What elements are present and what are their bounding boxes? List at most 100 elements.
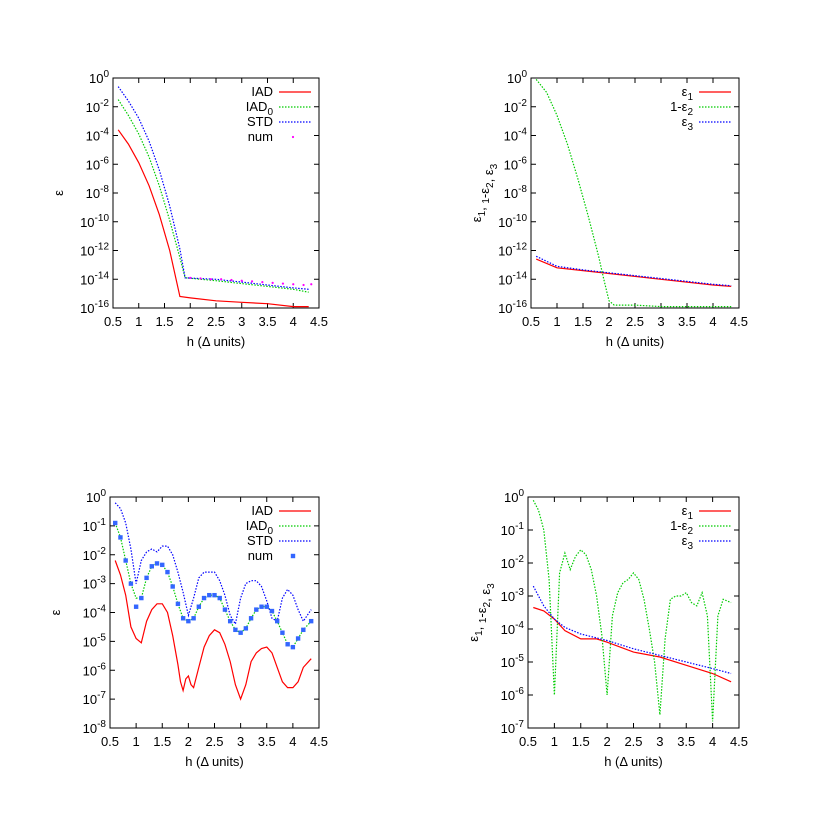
- x-tick-label: 2.5: [207, 314, 225, 329]
- x-tick-label: 4.5: [730, 314, 748, 329]
- y-tick-label: 10-6: [504, 155, 528, 172]
- x-tick-label: 1.5: [574, 314, 592, 329]
- data-point-num: [189, 276, 192, 279]
- x-tick-label: 3: [656, 734, 663, 749]
- y-tick-label: 10-14: [498, 270, 527, 287]
- data-point-num: [254, 607, 259, 612]
- data-point-num: [113, 520, 118, 526]
- data-point-num: [180, 616, 186, 621]
- y-tick-label: 100: [504, 488, 524, 505]
- data-point-num: [209, 278, 212, 281]
- data-point-num: [280, 630, 285, 635]
- legend-label: ε3: [682, 114, 694, 133]
- y-tick-label: 10-6: [86, 155, 110, 172]
- data-point-num: [186, 618, 191, 624]
- data-point-num: [310, 283, 313, 286]
- data-point-num: [295, 636, 301, 641]
- legend-marker: [291, 135, 295, 139]
- y-tick-label: 10-4: [504, 127, 528, 144]
- data-point-num: [250, 280, 254, 283]
- data-point-num: [285, 642, 290, 647]
- x-axis-label: h (Δ units): [187, 334, 246, 349]
- x-tick-label: 4.5: [730, 734, 748, 749]
- y-tick-label: 100: [507, 69, 527, 86]
- data-point-num: [139, 595, 144, 601]
- x-tick-label: 4.5: [310, 734, 328, 749]
- x-tick-label: 1.5: [153, 734, 171, 749]
- data-point-num: [290, 644, 296, 650]
- data-point-num: [243, 626, 249, 631]
- data-point-num: [118, 535, 123, 540]
- chart-2: 0.5 1 1.5 2 2.5 3 3.5 4 4.5 100 10-2 10-4 10-6 10-8 10…: [469, 69, 748, 349]
- data-point-num: [170, 584, 175, 589]
- data-point-num: [275, 618, 280, 624]
- x-tick-label: 0.5: [101, 734, 119, 749]
- x-tick-label: 2.5: [626, 314, 644, 329]
- legend-label: ε1: [682, 503, 694, 522]
- data-point-num: [281, 282, 285, 285]
- y-axis-label: ε: [51, 190, 66, 196]
- x-tick-label: 1.5: [155, 314, 173, 329]
- data-point-num: [201, 595, 207, 601]
- legend-label: IAD: [251, 503, 273, 518]
- x-tick-label: 1: [133, 734, 140, 749]
- data-point-num: [227, 618, 233, 624]
- legend-label: IAD0: [246, 99, 274, 118]
- chart-3: 0.5 1 1.5 2 2.5 3 3.5 4 4.5 100 10-1 10-2 10-3 10-4 10…: [48, 488, 328, 769]
- y-tick-label: 10-1: [83, 517, 107, 534]
- plot-frame: [109, 496, 320, 729]
- y-tick-label: 10-2: [501, 554, 525, 571]
- y-tick-label: 10-8: [86, 184, 110, 201]
- y-tick-label: 10-10: [80, 213, 109, 230]
- legend-label: num: [248, 548, 273, 563]
- series-line: [532, 585, 732, 675]
- x-tick-label: 2: [604, 734, 611, 749]
- x-axis-label: h (Δ units): [185, 754, 244, 769]
- x-tick-label: 1.5: [572, 734, 590, 749]
- x-tick-label: 3.5: [258, 314, 276, 329]
- data-point-num: [292, 283, 295, 286]
- x-tick-label: 1: [551, 734, 558, 749]
- data-point-num: [261, 281, 264, 284]
- legend-marker: [290, 553, 296, 559]
- data-point-num: [269, 608, 275, 614]
- chart-1: 0.5 1 1.5 2 2.5 3 3.5 4 4.5 100 10-2 10-4 10-6 10-8 10…: [51, 69, 328, 349]
- data-point-num: [238, 630, 243, 635]
- y-tick-label: 10-12: [80, 242, 109, 259]
- data-point-num: [196, 604, 202, 609]
- data-point-num: [301, 627, 306, 633]
- data-point-num: [154, 561, 160, 566]
- y-tick-label: 10-4: [501, 620, 525, 637]
- series-line: [114, 560, 312, 701]
- y-tick-label: 10-5: [501, 653, 525, 670]
- series-line: [114, 502, 312, 626]
- x-tick-label: 4: [709, 314, 716, 329]
- x-tick-label: 2: [605, 314, 612, 329]
- y-axis-label: ε: [48, 609, 63, 615]
- y-tick-label: 10-2: [504, 98, 528, 115]
- y-tick-label: 10-4: [86, 127, 110, 144]
- series-line: [117, 129, 309, 308]
- x-tick-label: 2: [185, 734, 192, 749]
- x-tick-label: 3: [238, 314, 245, 329]
- x-tick-label: 4: [290, 314, 297, 329]
- y-tick-label: 10-6: [83, 661, 107, 678]
- y-tick-label: 10-4: [83, 604, 107, 621]
- data-point-num: [248, 616, 254, 621]
- y-tick-label: 10-10: [498, 213, 527, 230]
- plot-frame: [530, 77, 740, 309]
- data-point-num: [144, 575, 149, 581]
- series-line: [535, 255, 732, 287]
- y-tick-label: 10-6: [501, 686, 525, 703]
- y-tick-label: 10-5: [83, 632, 107, 649]
- x-tick-label: 3: [657, 314, 664, 329]
- x-tick-label: 4.5: [310, 314, 328, 329]
- x-tick-label: 0.5: [519, 734, 537, 749]
- series-line: [535, 79, 732, 308]
- data-point-num: [212, 592, 217, 598]
- x-tick-label: 2.5: [624, 734, 642, 749]
- data-point-num: [240, 279, 243, 282]
- y-tick-label: 10-3: [501, 587, 525, 604]
- x-tick-label: 2.5: [205, 734, 223, 749]
